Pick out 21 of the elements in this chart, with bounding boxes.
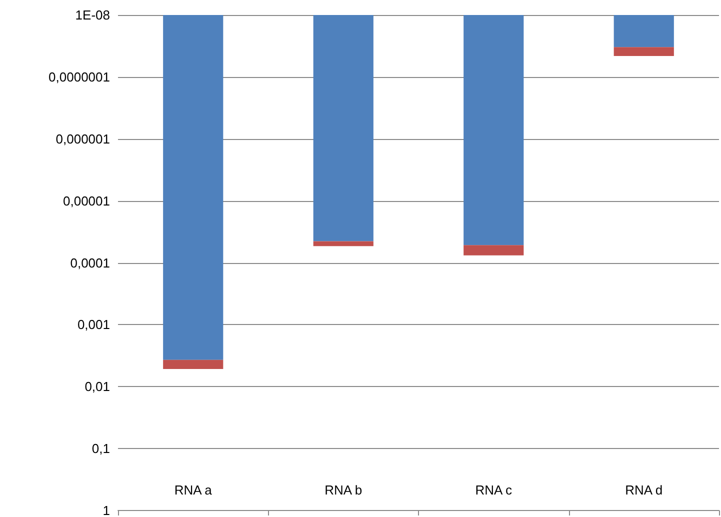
- y-tick-label: 1E-08: [75, 8, 110, 22]
- bar: [313, 241, 374, 246]
- bar: [313, 15, 374, 242]
- bar: [163, 360, 224, 370]
- bar: [163, 15, 224, 360]
- x-tick-label: RNA b: [324, 482, 362, 498]
- bar: [614, 15, 674, 48]
- x-tick-label: RNA c: [475, 482, 513, 498]
- bar: [464, 245, 524, 256]
- y-tick-label: 0,0000001: [48, 69, 110, 84]
- y-tick-label: 0,0001: [70, 255, 110, 270]
- bar: [464, 15, 524, 246]
- y-tick-label: 0,000001: [56, 131, 110, 146]
- bar: [614, 47, 674, 56]
- y-tick-label: 0,001: [77, 317, 110, 332]
- y-tick-label: 0,00001: [63, 193, 110, 208]
- y-tick-label: 1: [102, 503, 110, 517]
- y-tick-label: 0,01: [84, 379, 110, 394]
- x-tick-label: RNA d: [625, 482, 663, 498]
- x-tick-label: RNA a: [174, 482, 213, 498]
- y-tick-label: 0,1: [92, 441, 110, 456]
